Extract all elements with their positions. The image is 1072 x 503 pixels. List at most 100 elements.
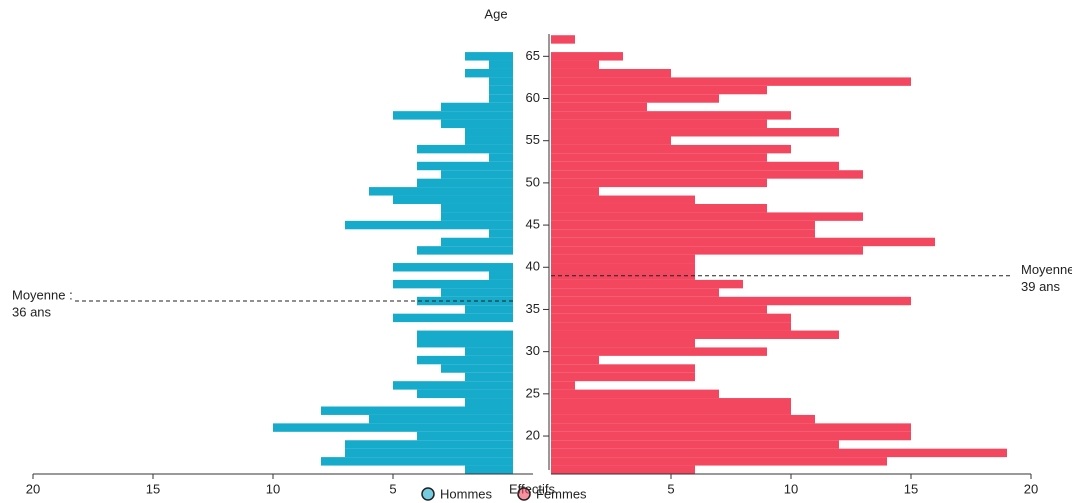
bar xyxy=(551,212,863,221)
bar xyxy=(551,372,695,382)
bar xyxy=(345,448,513,458)
bar xyxy=(551,406,791,415)
bar xyxy=(441,102,513,112)
y-tick-label: 25 xyxy=(526,385,540,400)
bar xyxy=(273,423,513,432)
bar xyxy=(551,389,719,399)
y-tick-label: 35 xyxy=(526,301,540,316)
y-tick-label: 60 xyxy=(526,90,540,105)
bar xyxy=(489,85,513,95)
bar xyxy=(551,229,815,238)
y-tick-label: 45 xyxy=(526,217,540,232)
y-tick-label: 40 xyxy=(526,259,540,274)
bar xyxy=(551,296,911,306)
bar xyxy=(551,187,599,196)
y-axis-title: Age xyxy=(484,6,507,21)
bar xyxy=(551,60,599,69)
legend-marker xyxy=(517,487,531,501)
bar xyxy=(465,372,513,382)
bar xyxy=(551,161,839,171)
bar xyxy=(551,102,647,112)
bar xyxy=(551,119,767,129)
mean-label: Moyenne : xyxy=(1021,262,1072,277)
legend-marker xyxy=(421,487,435,501)
bar xyxy=(551,338,695,348)
bar xyxy=(417,389,513,399)
bar xyxy=(551,52,623,61)
bar xyxy=(551,136,671,145)
bar xyxy=(393,111,513,120)
bar xyxy=(551,440,839,449)
bar xyxy=(465,52,513,61)
bar xyxy=(551,288,719,297)
bar xyxy=(551,322,791,331)
bar xyxy=(551,237,935,247)
bar xyxy=(551,85,767,95)
bar xyxy=(393,263,513,272)
bar xyxy=(465,68,513,78)
bar xyxy=(417,355,513,365)
bar xyxy=(551,330,839,339)
bar xyxy=(489,153,513,162)
bar xyxy=(441,212,513,221)
bar xyxy=(551,355,599,365)
bar xyxy=(551,448,1007,458)
bar xyxy=(489,77,513,86)
bar xyxy=(369,187,513,196)
bar xyxy=(441,237,513,247)
bar xyxy=(465,128,513,137)
bar xyxy=(441,119,513,129)
bar xyxy=(417,178,513,188)
bar xyxy=(489,94,513,103)
y-tick-label: 55 xyxy=(526,132,540,147)
bar xyxy=(489,229,513,238)
bar xyxy=(551,246,863,255)
bar xyxy=(551,457,887,466)
bar xyxy=(551,423,911,432)
bar xyxy=(417,330,513,339)
bar xyxy=(489,271,513,280)
mean-value: 39 ans xyxy=(1021,279,1061,294)
bar xyxy=(551,77,911,86)
bar xyxy=(551,364,695,373)
bar xyxy=(345,440,513,449)
bar xyxy=(551,128,839,137)
y-tick-label: 50 xyxy=(526,174,540,189)
x-tick-label: 5 xyxy=(667,481,674,496)
bar xyxy=(551,111,791,120)
bar xyxy=(417,144,513,154)
bar xyxy=(551,195,695,204)
bar xyxy=(321,457,513,466)
bar xyxy=(417,431,513,441)
bar xyxy=(393,195,513,204)
bar xyxy=(441,170,513,179)
bar xyxy=(393,313,513,323)
bar xyxy=(489,60,513,69)
x-tick-label: 20 xyxy=(26,481,40,496)
bar xyxy=(393,279,513,289)
x-tick-label: 20 xyxy=(1024,481,1038,496)
bar xyxy=(465,465,513,474)
bar xyxy=(551,94,719,103)
bar xyxy=(551,254,695,264)
legend-label: Hommes xyxy=(440,486,493,501)
bar xyxy=(417,296,513,306)
bar xyxy=(551,431,911,441)
bar xyxy=(417,338,513,348)
x-tick-label: 10 xyxy=(784,481,798,496)
bar xyxy=(465,305,513,314)
bar xyxy=(465,347,513,356)
legend-label: Femmes xyxy=(536,486,587,501)
bar xyxy=(369,414,513,424)
bar xyxy=(551,68,671,78)
mean-value: 36 ans xyxy=(12,304,52,319)
bar xyxy=(551,35,575,44)
mean-label: Moyenne : xyxy=(12,287,73,302)
bar xyxy=(551,305,767,314)
x-tick-label: 5 xyxy=(389,481,396,496)
x-tick-label: 15 xyxy=(904,481,918,496)
bar xyxy=(551,263,695,272)
bar xyxy=(417,161,513,171)
